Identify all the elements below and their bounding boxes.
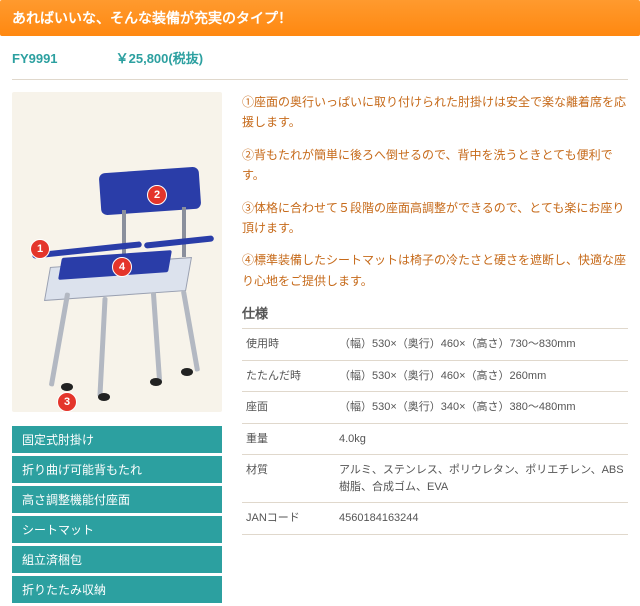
spec-val: （幅）530×（奥行）340×（高さ）380～480mm [335, 392, 628, 424]
product-image: 1 2 3 4 [12, 92, 222, 412]
spec-val: （幅）530×（奥行）460×（高さ）730～830mm [335, 329, 628, 361]
feature-item: 高さ調整機能付座面 [12, 486, 222, 513]
spec-key: 重量 [242, 423, 335, 455]
desc-line: ①座面の奥行いっぱいに取り付けられた肘掛けは安全で楽な離着席を応援します。 [242, 92, 628, 133]
spec-heading: 仕様 [242, 303, 628, 322]
feature-item: シートマット [12, 516, 222, 543]
desc-line: ④標準装備したシートマットは椅子の冷たさと硬さを遮断し、快適な座り心地をご提供し… [242, 250, 628, 291]
table-row: 使用時（幅）530×（奥行）460×（高さ）730～830mm [242, 329, 628, 361]
spec-val: （幅）530×（奥行）460×（高さ）260mm [335, 360, 628, 392]
desc-line: ③体格に合わせて５段階の座面高調整ができるので、とても楽にお座り頂けます。 [242, 198, 628, 239]
product-code: FY9991 [12, 51, 112, 66]
callout-1: 1 [30, 239, 50, 259]
spec-key: JANコード [242, 503, 335, 535]
table-row: たたんだ時（幅）530×（奥行）460×（高さ）260mm [242, 360, 628, 392]
callout-3: 3 [57, 392, 77, 412]
divider [12, 79, 628, 80]
feature-item: 折りたたみ収納 [12, 576, 222, 603]
desc-line: ②背もたれが簡単に後ろへ倒せるので、背中を洗うときとても便利です。 [242, 145, 628, 186]
callout-4: 4 [112, 257, 132, 277]
spec-key: たたんだ時 [242, 360, 335, 392]
table-row: 材質アルミ、ステンレス、ポリウレタン、ポリエチレン、ABS樹脂、合成ゴム、EVA [242, 455, 628, 503]
spec-val: 4560184163244 [335, 503, 628, 535]
spec-val: アルミ、ステンレス、ポリウレタン、ポリエチレン、ABS樹脂、合成ゴム、EVA [335, 455, 628, 503]
product-info: FY9991 ￥25,800(税抜) [0, 36, 640, 75]
spec-table: 使用時（幅）530×（奥行）460×（高さ）730～830mm たたんだ時（幅）… [242, 328, 628, 535]
title-banner: あればいいな、そんな装備が充実のタイプ！ [0, 0, 640, 36]
description: ①座面の奥行いっぱいに取り付けられた肘掛けは安全で楽な離着席を応援します。 ②背… [242, 92, 628, 291]
spec-key: 材質 [242, 455, 335, 503]
spec-val: 4.0kg [335, 423, 628, 455]
feature-list: 固定式肘掛け 折り曲げ可能背もたれ 高さ調整機能付座面 シートマット 組立済梱包… [12, 426, 222, 603]
feature-item: 折り曲げ可能背もたれ [12, 456, 222, 483]
spec-key: 座面 [242, 392, 335, 424]
feature-item: 固定式肘掛け [12, 426, 222, 453]
product-price: ￥25,800(税抜) [116, 51, 203, 66]
spec-key: 使用時 [242, 329, 335, 361]
table-row: 重量4.0kg [242, 423, 628, 455]
callout-2: 2 [147, 185, 167, 205]
feature-item: 組立済梱包 [12, 546, 222, 573]
table-row: JANコード4560184163244 [242, 503, 628, 535]
table-row: 座面（幅）530×（奥行）340×（高さ）380～480mm [242, 392, 628, 424]
